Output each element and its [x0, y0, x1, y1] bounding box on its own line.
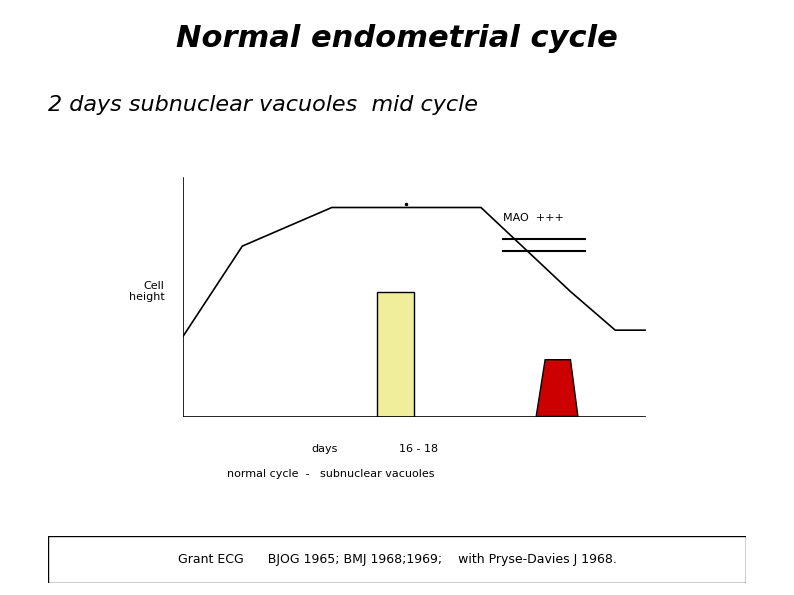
Text: Cell
height: Cell height — [129, 281, 164, 302]
Text: 2 days subnuclear vacuoles  mid cycle: 2 days subnuclear vacuoles mid cycle — [48, 95, 478, 115]
Text: Grant ECG      BJOG 1965; BMJ 1968;1969;    with Pryse-Davies J 1968.: Grant ECG BJOG 1965; BMJ 1968;1969; with… — [178, 553, 616, 566]
Text: days: days — [311, 444, 337, 454]
Text: 16 - 18: 16 - 18 — [399, 444, 438, 454]
Polygon shape — [376, 292, 414, 416]
Polygon shape — [536, 360, 578, 416]
Text: Normal endometrial cycle: Normal endometrial cycle — [176, 24, 618, 53]
Text: MAO  +++: MAO +++ — [503, 214, 565, 223]
Text: normal cycle  -   subnuclear vacuoles: normal cycle - subnuclear vacuoles — [227, 469, 435, 479]
FancyBboxPatch shape — [48, 536, 746, 583]
